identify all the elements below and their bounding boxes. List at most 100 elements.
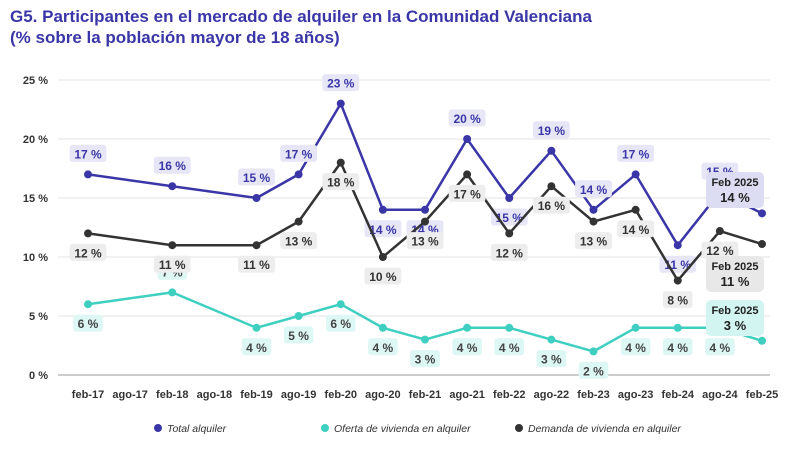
- callout-value: 3 %: [724, 318, 747, 333]
- data-label-bg: [617, 144, 655, 162]
- data-label-bg: [153, 156, 191, 174]
- data-point-oferta: [421, 335, 429, 344]
- data-label-bg: [701, 241, 739, 259]
- data-point-total: [421, 205, 429, 214]
- data-label: 23 %: [327, 77, 355, 91]
- data-label: 10 %: [369, 270, 397, 284]
- data-label-bg: [578, 361, 609, 379]
- x-tick-label: ago-21: [449, 389, 484, 401]
- x-tick-label: feb-20: [325, 389, 357, 401]
- data-label-bg: [494, 338, 525, 356]
- data-label: 13 %: [285, 235, 313, 249]
- data-label-bg: [322, 173, 360, 191]
- data-point-oferta: [758, 336, 766, 345]
- data-point-demanda: [505, 229, 514, 238]
- data-label-bg: [532, 121, 570, 139]
- data-label: 16 %: [159, 159, 187, 173]
- data-label: 14 %: [622, 223, 650, 237]
- data-label: 20 %: [453, 112, 481, 126]
- data-label: 6 %: [78, 317, 99, 331]
- x-tick-label: feb-21: [409, 389, 441, 401]
- data-label: 3 %: [415, 353, 436, 367]
- y-tick-label: 20 %: [23, 134, 48, 146]
- x-tick-label: ago-20: [365, 389, 400, 401]
- data-point-demanda: [168, 241, 177, 250]
- data-point-total: [505, 194, 514, 202]
- data-point-demanda: [252, 241, 261, 250]
- data-point-total: [84, 170, 92, 179]
- callout-box: [706, 300, 764, 336]
- data-point-oferta: [336, 300, 345, 309]
- data-label: 11 %: [159, 258, 186, 272]
- data-label: 3 %: [541, 353, 562, 367]
- data-point-total: [547, 146, 556, 155]
- data-point-demanda: [758, 240, 766, 249]
- data-point-oferta: [505, 323, 514, 332]
- data-label-bg: [364, 267, 402, 285]
- data-label-bg: [322, 74, 360, 92]
- data-point-oferta: [463, 323, 472, 332]
- data-label-bg: [490, 243, 528, 261]
- data-label: 17 %: [74, 147, 102, 161]
- data-label-bg: [283, 326, 314, 344]
- y-tick-label: 15 %: [23, 193, 48, 205]
- data-label: 16 %: [538, 199, 566, 213]
- x-tick-label: ago-23: [618, 389, 653, 401]
- data-label: 13 %: [580, 235, 608, 249]
- data-point-total: [252, 194, 261, 202]
- data-label-bg: [575, 180, 612, 198]
- x-tick-label: ago-22: [534, 389, 569, 401]
- data-point-demanda: [421, 217, 429, 226]
- data-label-bg: [325, 314, 356, 332]
- data-label: 4 %: [667, 341, 688, 355]
- x-tick-label: ago-18: [197, 389, 232, 401]
- y-tick-label: 10 %: [23, 252, 48, 264]
- callout-date: Feb 2025: [711, 261, 758, 273]
- data-label: 12 %: [706, 244, 734, 258]
- data-label-bg: [238, 255, 275, 273]
- data-label: 14 %: [369, 223, 397, 237]
- data-point-oferta: [631, 323, 640, 332]
- data-point-demanda: [631, 205, 640, 214]
- callout-box: [706, 172, 764, 208]
- data-label: 5 %: [288, 329, 309, 343]
- data-label: 18 %: [327, 176, 355, 190]
- callout-box: [706, 256, 764, 292]
- legend-marker-oferta: [321, 424, 329, 432]
- callout-date: Feb 2025: [711, 305, 758, 317]
- data-point-total: [336, 99, 345, 108]
- data-label: 17 %: [285, 147, 313, 161]
- data-label-bg: [536, 350, 567, 368]
- data-label-bg: [662, 291, 693, 309]
- data-point-demanda: [463, 170, 472, 179]
- x-tick-label: feb-23: [577, 389, 609, 401]
- data-label: 17 %: [622, 147, 650, 161]
- data-label-bg: [662, 338, 693, 356]
- data-point-total: [294, 170, 303, 179]
- data-label-bg: [238, 168, 275, 186]
- data-point-total: [378, 205, 387, 214]
- data-label-bg: [532, 196, 570, 214]
- data-label-bg: [69, 243, 107, 261]
- data-label: 6 %: [330, 317, 351, 331]
- data-label-bg: [153, 255, 191, 273]
- data-label: 4 %: [710, 341, 731, 355]
- data-point-oferta: [294, 312, 303, 320]
- callout-date: Feb 2025: [711, 177, 758, 189]
- data-point-total: [463, 135, 472, 143]
- y-tick-label: 0 %: [29, 370, 48, 382]
- data-label: 13 %: [411, 235, 439, 249]
- data-point-total: [589, 205, 598, 214]
- data-label: 11 %: [243, 258, 270, 272]
- chart-title: G5. Participantes en el mercado de alqui…: [10, 6, 592, 48]
- data-point-oferta: [378, 323, 387, 332]
- data-point-oferta: [673, 323, 682, 332]
- x-tick-label: feb-25: [746, 389, 778, 401]
- data-label-bg: [406, 232, 444, 250]
- data-point-demanda: [673, 276, 682, 285]
- data-point-demanda: [84, 229, 92, 238]
- legend-marker-total: [154, 424, 162, 432]
- data-label: 4 %: [625, 341, 646, 355]
- callout-value: 14 %: [720, 190, 750, 205]
